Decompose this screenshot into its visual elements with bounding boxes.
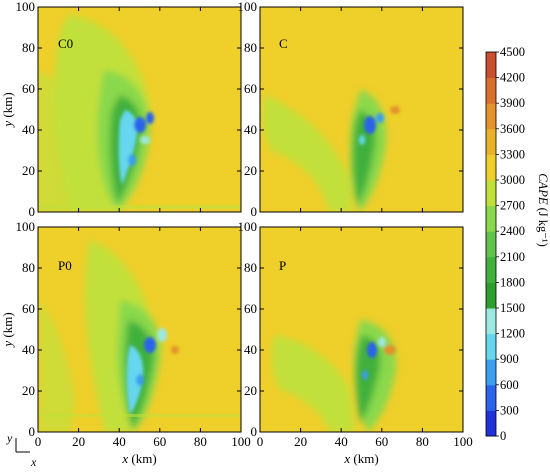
ytick-label-p3: 40: [244, 342, 257, 357]
colorbar-segment: [486, 410, 496, 437]
colorbar-tick-label: 900: [500, 352, 519, 366]
ytick-label-p3: 100: [238, 219, 258, 234]
colorbar-tick-label: 1200: [500, 327, 525, 341]
ytick-label-p0: 80: [22, 40, 35, 55]
colorbar-segment: [486, 359, 496, 386]
panel-p0: P0: [37, 226, 242, 433]
ytick-label-p1: 60: [244, 81, 257, 96]
xtick-label-p3: 60: [375, 434, 388, 449]
ytick-label-p2: 80: [22, 260, 35, 275]
ytick-label-p0: 0: [29, 204, 36, 219]
ytick-label-p2: 40: [22, 342, 35, 357]
colorbar-segment: [486, 308, 496, 335]
ytick-label-p0: 60: [22, 81, 35, 96]
colorbar: 0 300 600 900 1200 1500 1800 2100 2400 2700 3000 33…: [485, 45, 550, 443]
ytick-label-p3: 80: [244, 260, 257, 275]
colorbar-segment: [486, 128, 496, 155]
colorbar-tick-label: 3000: [500, 173, 525, 187]
ytick-label-p3: 20: [244, 383, 257, 398]
panel-c: C: [259, 6, 464, 213]
ytick-label-p1: 20: [244, 163, 257, 178]
ytick-label-p1: 40: [244, 122, 257, 137]
xtick-label-p3: 80: [416, 434, 429, 449]
colorbar-segment: [486, 103, 496, 130]
orientation-x-label: x: [30, 455, 37, 469]
ytick-label-p1: 0: [251, 204, 258, 219]
panel-label-c: C: [279, 36, 288, 51]
panel-p: P: [259, 226, 464, 433]
colorbar-tick-label: 1800: [500, 275, 525, 289]
panel-c0: C0: [37, 6, 242, 213]
colorbar-tick-label: 4500: [500, 45, 525, 59]
colorbar-segment: [486, 333, 496, 360]
xtick-label-p3: 20: [294, 434, 307, 449]
ytick-label-p0: 20: [22, 163, 35, 178]
ytick-label-p3: 60: [244, 301, 257, 316]
ytick-label-p2: 60: [22, 301, 35, 316]
colorbar-segment: [486, 282, 496, 309]
colorbar-tick-label: 2100: [500, 250, 525, 264]
x-axis-label-p3: x (km): [343, 451, 378, 466]
colorbar-segment: [486, 52, 496, 79]
xtick-label-p2: 100: [231, 434, 251, 449]
colorbar-tick-label: 300: [500, 403, 519, 417]
ytick-label-p0: 40: [22, 122, 35, 137]
colorbar-tick-label: 600: [500, 378, 519, 392]
colorbar-segment: [486, 231, 496, 258]
ytick-label-p0: 100: [16, 0, 36, 14]
panel-label-p: P: [279, 258, 286, 273]
ytick-label-p3: 0: [251, 424, 258, 439]
colorbar-segment: [486, 77, 496, 104]
colorbar-tick-label: 2700: [500, 199, 525, 213]
colorbar-frame: [485, 51, 497, 437]
colorbar-segment: [486, 205, 496, 232]
ytick-label-p1: 100: [238, 0, 258, 14]
ytick-label-p2: 20: [22, 383, 35, 398]
xtick-label-p2: 80: [194, 434, 207, 449]
xtick-label-p2: 20: [72, 434, 85, 449]
ytick-label-p2: 100: [16, 219, 36, 234]
orientation-y-label: y: [6, 431, 13, 445]
colorbar-tick-label: 3300: [500, 147, 525, 161]
xtick-label-p3: 100: [453, 434, 473, 449]
xtick-label-p2: 0: [35, 434, 42, 449]
colorbar-tick-label: 0: [500, 429, 506, 443]
xtick-label-p3: 40: [335, 434, 348, 449]
xtick-label-p2: 40: [113, 434, 126, 449]
colorbar-label: CAPE (J kg⁻¹): [536, 173, 550, 247]
colorbar-tick-label: 3900: [500, 96, 525, 110]
xtick-label-p2: 60: [153, 434, 166, 449]
colorbar-tick-label: 2400: [500, 224, 525, 238]
panel-label-c0: C0: [58, 36, 73, 51]
colorbar-tick-label: 3600: [500, 122, 525, 136]
x-axis-label-p2: x (km): [121, 451, 156, 466]
colorbar-segment: [486, 180, 496, 207]
y-axis-label-p2: y (km): [0, 312, 15, 348]
colorbar-tick-label: 4200: [500, 71, 525, 85]
colorbar-tick-label: 1500: [500, 301, 525, 315]
y-axis-label-p0: y (km): [0, 92, 15, 128]
xtick-label-p3: 0: [257, 434, 264, 449]
orientation-axes: y x: [6, 431, 37, 469]
colorbar-segment: [486, 256, 496, 283]
colorbar-segment: [486, 384, 496, 411]
panel-label-p0: P0: [58, 258, 72, 273]
ytick-label-p2: 0: [29, 424, 36, 439]
ytick-label-p1: 80: [244, 40, 257, 55]
colorbar-segment: [486, 154, 496, 181]
